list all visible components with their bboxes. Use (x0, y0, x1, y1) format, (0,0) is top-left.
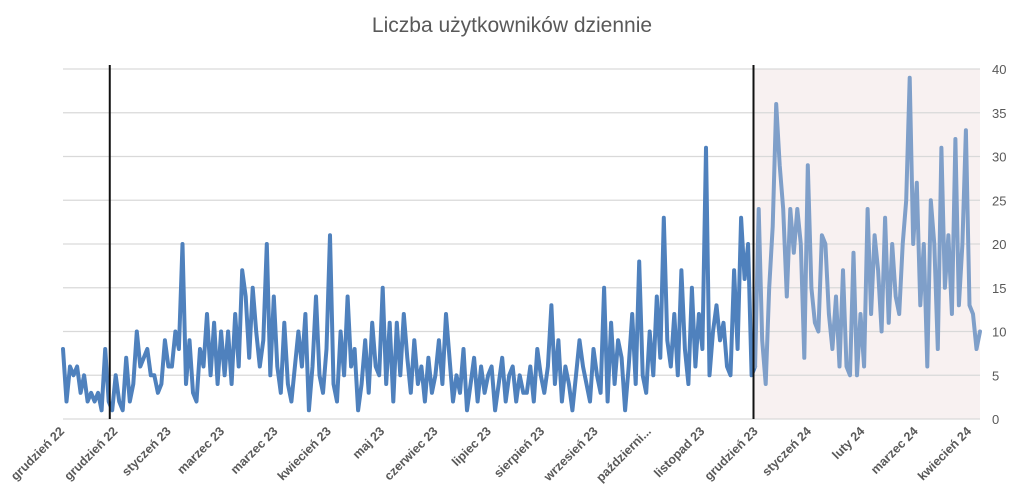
series-line-shaded (753, 75, 982, 386)
x-tick-label: kwiecień 23 (275, 424, 334, 483)
y-tick-label: 20 (992, 237, 1006, 252)
x-tick-label: grudzień 23 (702, 424, 761, 483)
y-tick-label: 15 (992, 281, 1006, 296)
x-tick-label: grudzień 22 (61, 424, 120, 483)
x-tick-label: wrzesień 23 (540, 424, 600, 484)
vertical-marker-lines (108, 65, 755, 419)
y-axis-ticks: 0 5 10 15 20 25 30 35 40 (992, 62, 1006, 427)
series-line-actual (61, 145, 758, 413)
x-tick-label: marzec 24 (868, 424, 921, 477)
x-tick-label: lipiec 23 (449, 424, 494, 469)
y-tick-label: 25 (992, 193, 1006, 208)
x-tick-label: styczeń 24 (759, 424, 814, 479)
y-tick-label: 40 (992, 62, 1006, 77)
x-tick-label: styczeń 23 (119, 424, 174, 479)
x-tick-label: sierpień 23 (491, 424, 547, 480)
x-tick-label: listopad 23 (651, 424, 707, 480)
y-tick-label: 10 (992, 325, 1006, 340)
x-tick-label: październi... (594, 424, 654, 484)
x-tick-label: maj 23 (350, 424, 387, 461)
y-tick-label: 0 (992, 412, 999, 427)
y-tick-label: 30 (992, 150, 1006, 165)
x-tick-label: luty 24 (830, 424, 868, 462)
chart-title: Liczba użytkowników dziennie (371, 14, 653, 37)
gridlines (63, 68, 980, 420)
y-tick-label: 5 (992, 368, 999, 383)
data-series (61, 75, 982, 413)
y-tick-label: 35 (992, 106, 1006, 121)
x-tick-label: czerwiec 23 (382, 424, 441, 483)
x-tick-label: grudzień 22 (8, 424, 67, 483)
x-tick-label: marzec 23 (228, 424, 281, 477)
x-tick-label: kwiecień 24 (915, 424, 974, 483)
x-tick-label: marzec 23 (175, 424, 228, 477)
